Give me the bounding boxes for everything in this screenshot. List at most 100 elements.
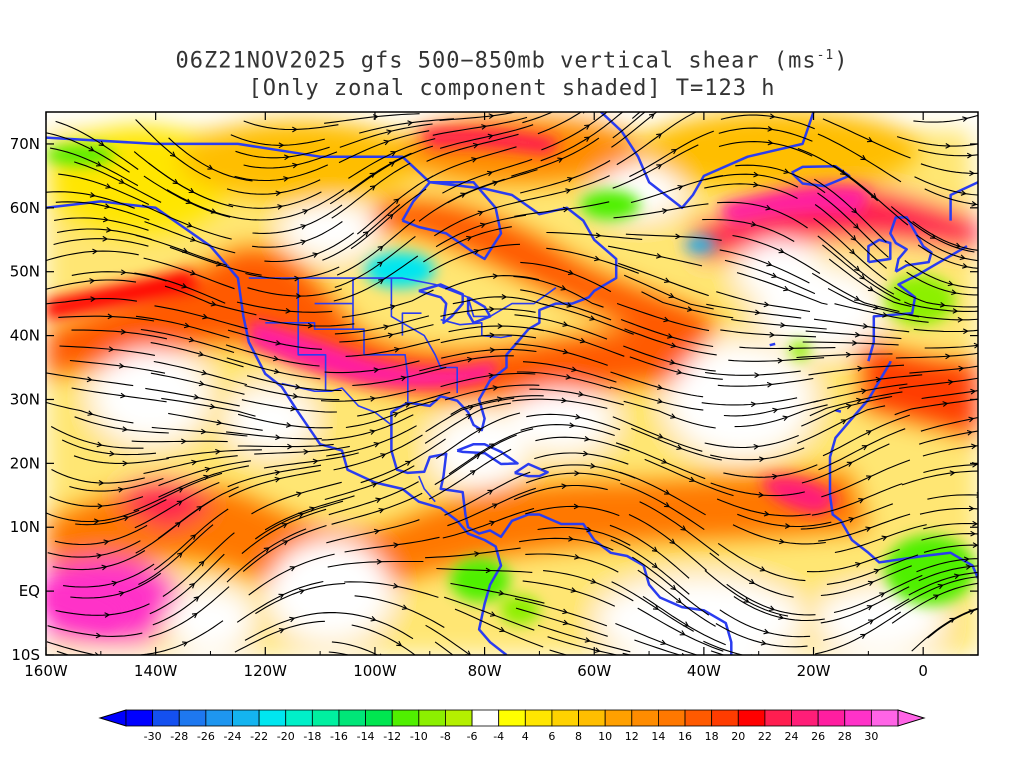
streamline-arrowhead: [850, 235, 857, 241]
streamline: [328, 651, 351, 655]
streamline: [246, 375, 342, 392]
streamline: [258, 317, 355, 327]
streamline-arrowhead: [191, 459, 198, 466]
streamline: [618, 262, 709, 297]
streamline: [424, 402, 511, 444]
streamline: [47, 625, 143, 637]
y-tick-label: 60N: [10, 199, 40, 217]
streamline-arrowhead: [749, 578, 756, 584]
political-border: [297, 278, 327, 392]
streamline-arrowhead: [945, 143, 952, 149]
streamline: [619, 471, 706, 516]
streamline: [153, 508, 229, 571]
streamline: [333, 434, 423, 471]
streamline: [135, 119, 211, 180]
streamline: [350, 188, 427, 250]
colorbar-level-label: -18: [303, 730, 321, 743]
streamline: [641, 291, 734, 319]
streamline-arrowhead: [562, 348, 569, 355]
streamline-arrowhead: [962, 328, 969, 335]
streamline-arrowhead: [104, 612, 111, 618]
streamline: [440, 372, 536, 388]
streamline-arrowhead: [282, 540, 289, 546]
streamline-arrowhead: [867, 580, 874, 587]
streamline: [228, 191, 322, 209]
streamline: [515, 607, 608, 637]
streamline-arrowhead: [743, 597, 750, 603]
streamline-arrowhead: [879, 592, 886, 598]
streamline-arrowhead: [466, 235, 473, 242]
streamline: [909, 365, 978, 374]
streamline-arrowhead: [209, 403, 216, 410]
coastline: [46, 136, 618, 432]
streamline: [546, 247, 639, 274]
streamline: [532, 327, 625, 357]
streamline: [339, 123, 433, 148]
streamline-arrowhead: [275, 434, 281, 441]
streamline-arrowhead: [965, 564, 972, 570]
colorbar-swatch: [791, 709, 819, 727]
streamline: [513, 484, 608, 501]
streamline-arrowhead: [779, 322, 786, 328]
streamline-arrowhead: [594, 255, 601, 262]
streamline-arrowhead: [560, 285, 567, 291]
streamline-arrowhead: [870, 193, 877, 199]
streamline: [808, 364, 905, 376]
streamline-arrowhead: [472, 142, 479, 149]
streamline: [425, 624, 472, 655]
colorbar-level-label: 14: [651, 730, 665, 743]
streamline: [534, 452, 629, 465]
coastline: [456, 442, 519, 466]
streamline-arrowhead: [763, 510, 770, 517]
streamline: [822, 118, 911, 159]
streamline-arrowhead: [216, 419, 223, 426]
streamline-arrowhead: [763, 301, 770, 308]
colorbar-level-label: -22: [250, 730, 268, 743]
streamline-arrowhead: [840, 419, 847, 425]
streamline: [74, 416, 169, 434]
streamline-arrowhead: [754, 309, 761, 316]
streamline: [644, 458, 734, 497]
streamline-arrowhead: [401, 604, 408, 610]
streamline-arrowhead: [369, 172, 376, 178]
coastline: [828, 361, 978, 579]
political-border: [248, 277, 557, 318]
streamline-arrowhead: [198, 351, 205, 357]
streamline-arrowhead: [660, 639, 667, 646]
streamline: [525, 505, 620, 517]
streamline: [162, 532, 235, 597]
streamline-arrowhead: [571, 366, 578, 373]
streamline: [894, 576, 978, 611]
streamline-arrowhead: [87, 410, 94, 416]
streamline-arrowhead: [951, 289, 958, 296]
colorbar-high-arrow: [897, 709, 926, 727]
streamline-arrowhead: [656, 133, 663, 139]
streamline-arrowhead: [278, 593, 285, 599]
colorbar-level-label: -12: [383, 730, 401, 743]
streamline: [445, 275, 540, 290]
streamline: [248, 553, 335, 596]
streamline-arrowhead: [671, 149, 678, 155]
y-tick-label: EQ: [19, 582, 40, 600]
streamline: [145, 387, 240, 407]
streamline-arrowhead: [679, 630, 686, 636]
streamline-arrowhead: [396, 640, 403, 647]
streamline: [709, 552, 794, 598]
streamline-arrowhead: [190, 534, 197, 540]
streamline: [921, 533, 978, 541]
streamline: [922, 445, 978, 457]
streamline-arrowhead: [107, 313, 114, 320]
streamline-arrowhead: [281, 523, 288, 529]
colorbar-swatch: [524, 709, 553, 727]
streamline: [135, 315, 230, 339]
streamline: [444, 471, 531, 516]
streamline: [801, 443, 890, 484]
colorbar-level-label: 26: [811, 730, 825, 743]
streamline: [906, 271, 978, 296]
streamline: [59, 345, 156, 356]
streamline: [916, 234, 978, 262]
streamline: [148, 586, 230, 638]
streamline-arrowhead: [788, 345, 795, 352]
streamline: [46, 401, 134, 424]
streamline: [441, 348, 537, 359]
